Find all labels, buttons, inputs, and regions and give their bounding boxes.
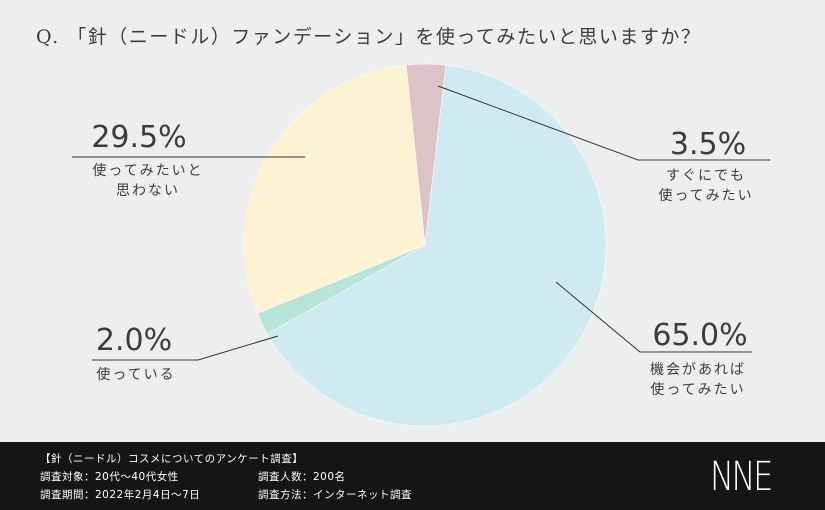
caption-if-chance-line-2: 使ってみたい	[650, 381, 745, 398]
leader-line-immediately	[437, 85, 770, 161]
pie-chart: 3.5%すぐにでも使ってみたい65.0%機会があれば使ってみたい2.0%使ってい…	[72, 63, 770, 427]
pct-label-not-interested: 29.5%	[91, 120, 186, 155]
footer: 【針（ニードル）コスメについてのアンケート調査】 調査対象：20代〜40代女性 …	[0, 442, 825, 510]
leader-line-if-chance	[555, 281, 752, 353]
caption-not-interested-line-2: 思わない	[116, 183, 180, 199]
survey-respondents: 調査人数：200名	[258, 471, 346, 483]
caption-if-chance-line-1: 機会があれば	[650, 362, 746, 378]
survey-method: 調査方法：インターネット調査	[258, 489, 412, 501]
brand-logo: NNE	[710, 454, 773, 500]
caption-using-line-1: 使っている	[96, 366, 175, 383]
slice-not-interested	[243, 64, 426, 314]
slice-if-chance	[266, 64, 607, 427]
pct-label-using: 2.0%	[96, 323, 172, 358]
pct-label-immediately: 3.5%	[670, 127, 746, 162]
leader-line-using	[92, 335, 279, 361]
survey-title: 【針（ニードル）コスメについてのアンケート調査】	[40, 453, 304, 465]
survey-period: 調査期間：2022年2月4日〜7日	[40, 489, 201, 501]
caption-immediately-line-1: すぐにでも	[666, 168, 746, 184]
caption-not-interested-line-1: 使ってみたいと	[92, 162, 203, 179]
pct-label-if-chance: 65.0%	[652, 318, 747, 353]
caption-immediately-line-2: 使ってみたい	[658, 187, 753, 204]
survey-target: 調査対象：20代〜40代女性	[40, 471, 179, 483]
question-title: Q. 「針（ニードル）ファンデーション」を使ってみたいと思いますか？	[36, 26, 702, 48]
